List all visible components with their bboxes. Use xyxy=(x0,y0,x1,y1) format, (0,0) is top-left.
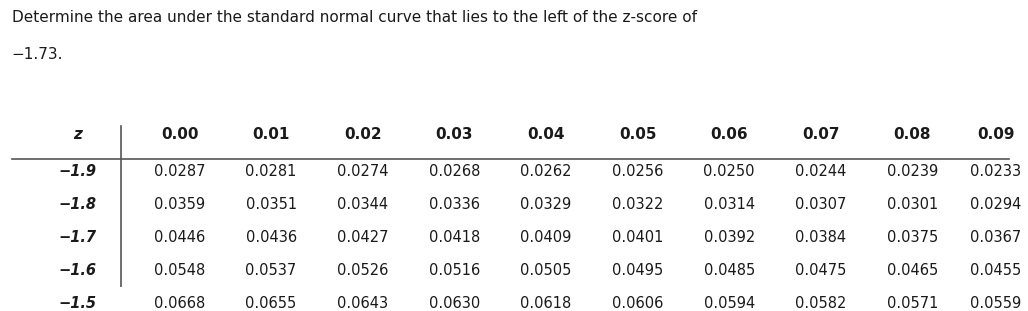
Text: 0.0281: 0.0281 xyxy=(246,165,297,179)
Text: 0.0618: 0.0618 xyxy=(520,296,572,311)
Text: 0.0244: 0.0244 xyxy=(795,165,846,179)
Text: 0.0643: 0.0643 xyxy=(337,296,389,311)
Text: 0.0409: 0.0409 xyxy=(520,230,572,245)
Text: 0.0314: 0.0314 xyxy=(703,197,755,212)
Text: Determine the area under the standard normal curve that lies to the left of the : Determine the area under the standard no… xyxy=(11,10,697,25)
Text: 0.0233: 0.0233 xyxy=(970,165,1022,179)
Text: 0.01: 0.01 xyxy=(253,127,290,142)
Text: 0.0436: 0.0436 xyxy=(246,230,297,245)
Text: −1.73.: −1.73. xyxy=(11,47,63,62)
Text: 0.0446: 0.0446 xyxy=(154,230,206,245)
Text: 0.0526: 0.0526 xyxy=(337,263,389,278)
Text: z: z xyxy=(73,127,82,142)
Text: 0.0250: 0.0250 xyxy=(703,165,755,179)
Text: 0.0630: 0.0630 xyxy=(429,296,480,311)
Text: 0.06: 0.06 xyxy=(710,127,748,142)
Text: 0.0256: 0.0256 xyxy=(612,165,663,179)
Text: 0.0287: 0.0287 xyxy=(154,165,206,179)
Text: −1.9: −1.9 xyxy=(59,165,97,179)
Text: 0.04: 0.04 xyxy=(527,127,564,142)
Text: 0.0239: 0.0239 xyxy=(887,165,938,179)
Text: 0.0537: 0.0537 xyxy=(246,263,297,278)
Text: 0.0655: 0.0655 xyxy=(246,296,297,311)
Text: 0.00: 0.00 xyxy=(160,127,198,142)
Text: 0.0392: 0.0392 xyxy=(703,230,755,245)
Text: −1.5: −1.5 xyxy=(59,296,97,311)
Text: 0.0359: 0.0359 xyxy=(154,197,205,212)
Text: 0.02: 0.02 xyxy=(344,127,381,142)
Text: 0.0427: 0.0427 xyxy=(337,230,389,245)
Text: 0.03: 0.03 xyxy=(436,127,473,142)
Text: 0.0571: 0.0571 xyxy=(887,296,939,311)
Text: 0.0455: 0.0455 xyxy=(970,263,1022,278)
Text: 0.0268: 0.0268 xyxy=(429,165,480,179)
Text: −1.6: −1.6 xyxy=(59,263,97,278)
Text: 0.0262: 0.0262 xyxy=(520,165,572,179)
Text: 0.0301: 0.0301 xyxy=(887,197,938,212)
Text: 0.0384: 0.0384 xyxy=(796,230,846,245)
Text: 0.0344: 0.0344 xyxy=(337,197,389,212)
Text: 0.0495: 0.0495 xyxy=(612,263,663,278)
Text: 0.0294: 0.0294 xyxy=(970,197,1022,212)
Text: 0.0594: 0.0594 xyxy=(703,296,755,311)
Text: 0.0367: 0.0367 xyxy=(970,230,1022,245)
Text: 0.0668: 0.0668 xyxy=(154,296,206,311)
Text: 0.0548: 0.0548 xyxy=(154,263,206,278)
Text: 0.05: 0.05 xyxy=(619,127,656,142)
Text: 0.0336: 0.0336 xyxy=(429,197,480,212)
Text: 0.0475: 0.0475 xyxy=(795,263,846,278)
Text: 0.08: 0.08 xyxy=(893,127,931,142)
Text: 0.0505: 0.0505 xyxy=(520,263,572,278)
Text: 0.0418: 0.0418 xyxy=(429,230,480,245)
Text: 0.09: 0.09 xyxy=(977,127,1015,142)
Text: 0.0559: 0.0559 xyxy=(970,296,1022,311)
Text: 0.0329: 0.0329 xyxy=(520,197,572,212)
Text: −1.7: −1.7 xyxy=(59,230,97,245)
Text: 0.0485: 0.0485 xyxy=(703,263,755,278)
Text: 0.0274: 0.0274 xyxy=(337,165,389,179)
Text: 0.0516: 0.0516 xyxy=(429,263,480,278)
Text: 0.0401: 0.0401 xyxy=(612,230,663,245)
Text: −1.8: −1.8 xyxy=(59,197,97,212)
Text: 0.07: 0.07 xyxy=(802,127,840,142)
Text: 0.0582: 0.0582 xyxy=(795,296,846,311)
Text: 0.0322: 0.0322 xyxy=(612,197,663,212)
Text: 0.0465: 0.0465 xyxy=(887,263,938,278)
Text: 0.0307: 0.0307 xyxy=(795,197,846,212)
Text: 0.0375: 0.0375 xyxy=(887,230,938,245)
Text: 0.0606: 0.0606 xyxy=(612,296,663,311)
Text: 0.0351: 0.0351 xyxy=(246,197,297,212)
